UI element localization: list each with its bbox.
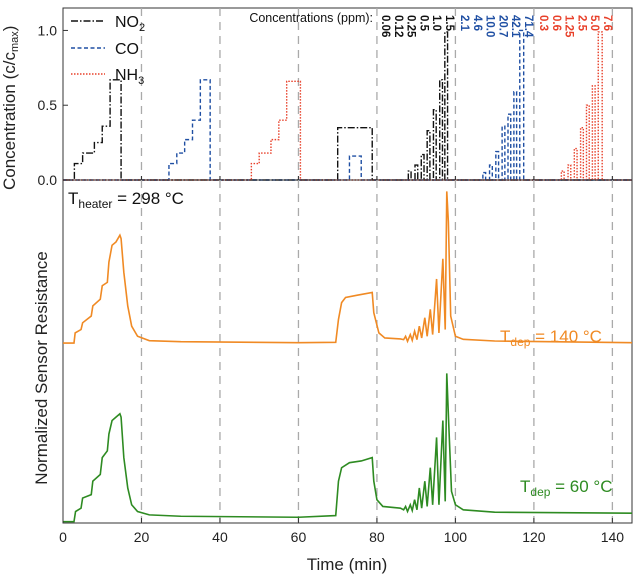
concentration-value-label: 20.7 — [496, 15, 508, 37]
concentration-value-label: 0.6 — [550, 15, 562, 31]
x-tick-label: 0 — [59, 529, 67, 545]
legend-label-main: CO — [115, 41, 139, 58]
resistance-plot-frame — [62, 179, 633, 524]
legend-label-main: NH — [115, 67, 138, 84]
concentration-value-label: 42.1 — [509, 15, 521, 38]
series-tdep-60-line — [63, 373, 633, 523]
resistance-axis-title: Normalized Sensor Resistance — [32, 251, 51, 484]
concentration-value-label: 0.3 — [537, 15, 549, 31]
heater-temperature-annotation: Theater = 298 °C — [68, 189, 184, 211]
series-tdep-140-line — [63, 191, 633, 344]
x-tick-label: 40 — [212, 529, 228, 545]
series-label-tdep-60-tail: = 60 °C — [550, 477, 612, 496]
concentration-value-label: 4.6 — [471, 15, 483, 31]
concentration-series — [63, 29, 632, 181]
concentration-value-label: 0.06 — [379, 15, 391, 37]
x-tick-label: 100 — [444, 529, 468, 545]
time-axis-title: Time (min) — [307, 555, 388, 574]
concentration-value-label: 0.12 — [392, 15, 404, 37]
legend-label-sub: 2 — [139, 22, 145, 34]
legend-label-main: NO — [115, 14, 139, 31]
series-label-tdep-140-tail: = 140 °C — [530, 327, 602, 346]
concentration-axis-title-main: Concentration (c/c — [0, 52, 19, 190]
concentration-value-label: 7.6 — [601, 15, 613, 31]
x-tick-label: 120 — [522, 529, 546, 545]
y-tick-label: 0.0 — [38, 172, 58, 188]
concentration-value-label: 1.5 — [443, 15, 455, 32]
resistance-grid — [140, 180, 614, 523]
resistance-panel: 0 20 40 60 80 100 120 140 Theater = 298 °C Tdep… — [32, 176, 633, 574]
concentration-value-label: 0.5 — [417, 15, 429, 32]
heater-annotation-tail: = 298 °C — [112, 189, 184, 208]
concentration-value-label: 2.5 — [575, 15, 587, 32]
series-label-tdep-140-main: T — [500, 327, 510, 346]
concentration-axis-title: Concentration (c/cmax) — [0, 26, 21, 190]
legend-label: CO — [115, 41, 139, 58]
concentration-value-label: 2.1 — [458, 15, 470, 32]
legend-label: NH3 — [115, 67, 144, 87]
legend-label: NO2 — [115, 14, 145, 34]
time-x-ticks: 0 20 40 60 80 100 120 140 — [59, 176, 624, 545]
series-label-tdep-60: Tdep = 60 °C — [520, 477, 613, 499]
concentration-labels: 0.06 0.12 0.25 0.5 1.0 1.5 2.1 4.6 10.0 20.7 42.1 7… — [379, 15, 613, 38]
heater-annotation-main: T — [68, 189, 78, 208]
series-label-tdep-60-main: T — [520, 477, 530, 496]
series-co-line — [63, 29, 632, 181]
concentration-y-ticks: 0.0 0.5 1.0 — [38, 22, 68, 188]
y-tick-label: 1.0 — [38, 22, 58, 38]
concentration-plot-frame — [62, 7, 633, 181]
concentrations-title: Concentrations (ppm): — [249, 11, 373, 25]
series-no2-line — [63, 31, 632, 181]
resistance-series — [63, 191, 633, 523]
concentration-value-label: 1.25 — [563, 15, 575, 38]
concentration-value-label: 5.0 — [588, 15, 600, 31]
concentration-axis-title-tail: ) — [0, 26, 19, 32]
series-label-tdep-140-sub: dep — [510, 335, 530, 349]
concentration-grid — [140, 8, 614, 180]
legend-label-sub: 3 — [138, 75, 144, 87]
concentration-axis-title-sub: max — [9, 31, 21, 52]
concentration-value-label: 1.0 — [430, 15, 442, 31]
y-tick-label: 0.5 — [38, 97, 58, 113]
concentration-value-label: 71.4 — [522, 15, 534, 38]
x-tick-label: 60 — [291, 529, 307, 545]
series-label-tdep-60-sub: dep — [530, 485, 550, 499]
heater-annotation-sub: heater — [78, 197, 112, 211]
concentration-value-label: 0.25 — [405, 15, 417, 38]
concentration-value-label: 10.0 — [484, 15, 496, 37]
x-tick-label: 80 — [369, 529, 385, 545]
series-label-tdep-140: Tdep = 140 °C — [500, 327, 602, 349]
x-tick-label: 140 — [601, 529, 625, 545]
x-tick-label: 20 — [134, 529, 150, 545]
series-nh3-line — [63, 31, 632, 181]
